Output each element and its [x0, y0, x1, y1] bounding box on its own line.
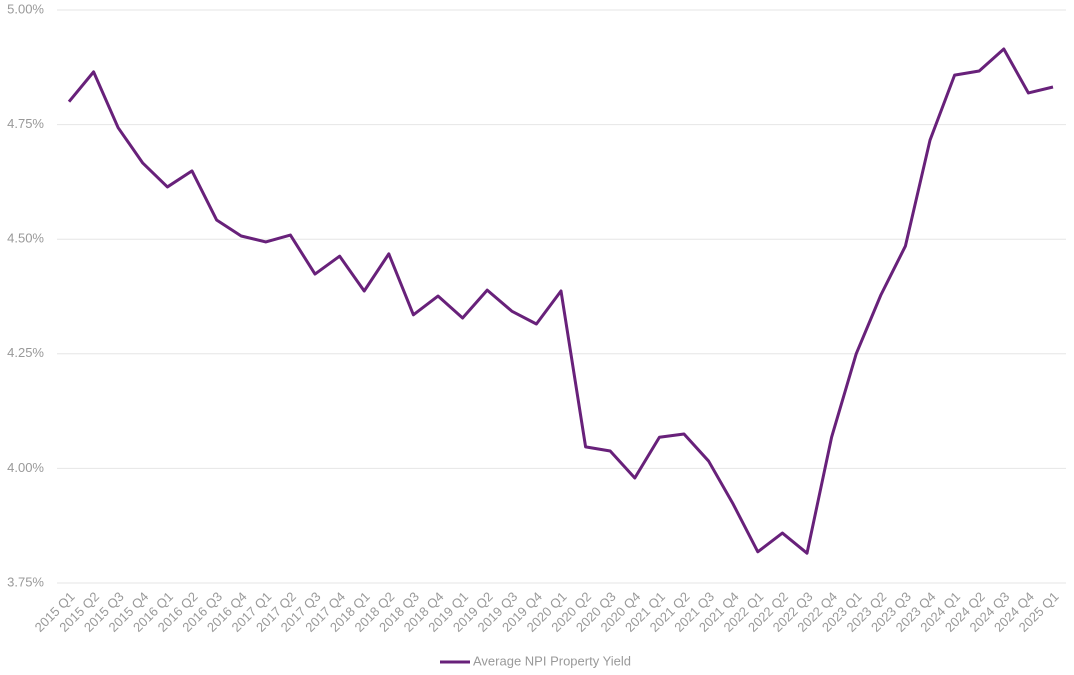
y-tick-label: 4.75% [7, 116, 44, 131]
y-tick-label: 4.00% [7, 460, 44, 475]
y-tick-label: 3.75% [7, 574, 44, 589]
y-tick-label: 4.50% [7, 231, 44, 246]
series-line [67, 47, 1054, 555]
y-tick-label: 4.25% [7, 345, 44, 360]
legend-label: Average NPI Property Yield [473, 653, 631, 668]
y-tick-label: 5.00% [7, 1, 44, 16]
